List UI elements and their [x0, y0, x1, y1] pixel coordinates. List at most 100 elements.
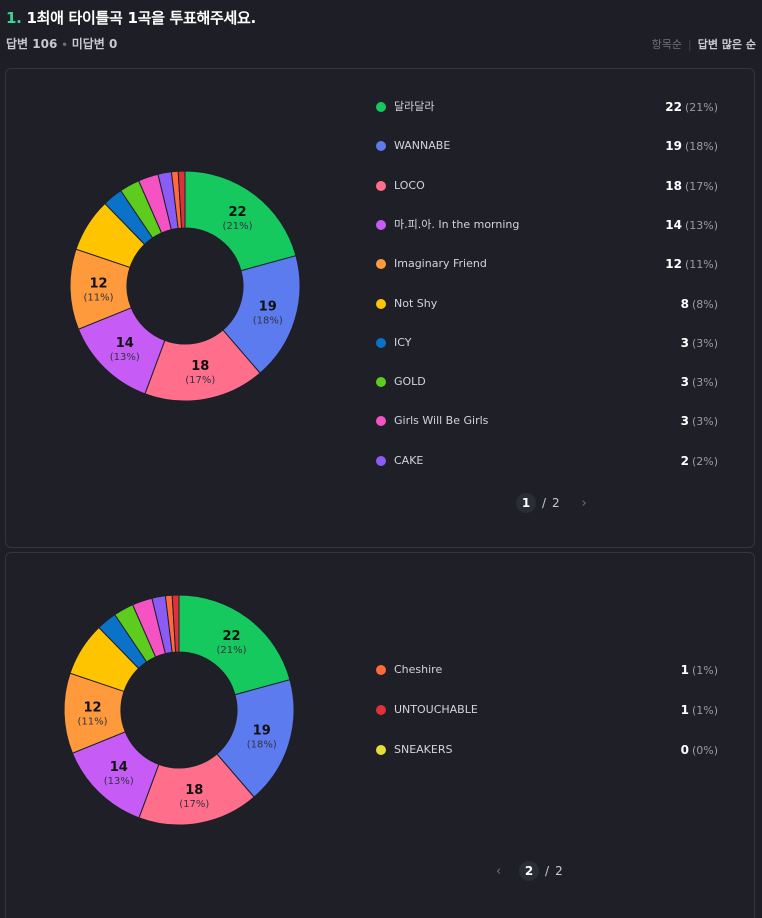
slice-value-label: 18: [191, 359, 209, 374]
chevron-right-icon[interactable]: ›: [581, 496, 587, 511]
slice-percent-label: (18%): [247, 739, 277, 750]
slice-percent-label: (18%): [253, 315, 283, 326]
legend-swatch: [376, 259, 386, 270]
question-number: 1.: [6, 9, 22, 27]
legend-item: ICY 3 (3%): [376, 335, 718, 351]
legend-count: 3: [680, 335, 689, 350]
legend-label: Cheshire: [394, 663, 443, 676]
legend-percent: (21%): [684, 101, 718, 114]
legend-label: LOCO: [394, 178, 425, 192]
pagination: 1 / 2 ›: [516, 493, 587, 513]
legend-percent: (11%): [684, 258, 718, 272]
chevron-left-icon[interactable]: ‹: [496, 864, 502, 879]
slice-value-label: 18: [185, 783, 203, 798]
slice-percent-label: (11%): [78, 717, 108, 728]
legend-swatch: [376, 102, 386, 112]
legend-item: Not Shy 8 (8%): [376, 296, 718, 312]
legend-swatch: [376, 298, 386, 309]
pagination-current[interactable]: 1: [516, 493, 536, 513]
donut-slice-12[interactable]: [171, 594, 180, 653]
legend-item: CAKE 2 (2%): [376, 453, 718, 469]
legend-count: 22: [665, 100, 682, 114]
pagination-slash: /: [545, 864, 550, 878]
slice-percent-label: (21%): [222, 221, 252, 232]
legend-value: 3 (3%): [681, 374, 718, 391]
legend-value: 22 (21%): [665, 99, 718, 116]
pagination: ‹ 2 / 2: [496, 861, 563, 881]
legend-count: 2: [680, 453, 689, 468]
legend-item: 마.피.아. In the morning 14 (13%): [376, 217, 718, 233]
legend-item: UNTOUCHABLE 1 (1%): [376, 702, 718, 718]
legend-percent: (3%): [691, 415, 718, 429]
separator-dot: •: [61, 40, 68, 51]
pagination-total: 2: [555, 864, 563, 878]
legend-swatch: [376, 455, 386, 466]
unanswered-count: 미답변 0: [71, 37, 118, 51]
donut-chart: 22(21%) 19(18%) 18(17%) 14(13%) 12(11%): [69, 170, 301, 402]
legend-swatch: [376, 219, 386, 230]
slice-percent-label: (11%): [84, 293, 114, 304]
legend-count: 0: [680, 743, 689, 757]
answered-count: 답변 106: [6, 37, 58, 51]
legend-item: Cheshire 1 (1%): [376, 662, 718, 678]
legend-label: GOLD: [394, 375, 426, 389]
legend-label: WANNABE: [394, 139, 451, 153]
legend-percent: (18%): [684, 140, 718, 154]
result-card-page-1: 22 (21%) 19 (18%) 18 (17%) 14 (13%) 12 (11%) 달라달라…: [5, 68, 755, 548]
legend-item: Imaginary Friend 12 (11%): [376, 256, 718, 272]
legend-value: 3 (3%): [681, 413, 718, 430]
sort-by-answers-button[interactable]: 답변 많은 순: [697, 38, 756, 51]
legend-swatch: [376, 141, 386, 152]
legend-label: Girls Will Be Girls: [394, 414, 489, 428]
pagination-current[interactable]: 2: [519, 861, 540, 881]
legend-swatch: [376, 745, 386, 755]
pagination-total: 2: [552, 496, 560, 510]
donut-slice-12[interactable]: [177, 170, 186, 229]
sort-separator: |: [688, 38, 692, 51]
slice-value-label: 22: [222, 629, 240, 644]
answer-stats: 답변 106 • 미답변 0: [6, 35, 117, 52]
legend-percent: (3%): [691, 336, 718, 350]
legend-count: 12: [665, 257, 682, 272]
slice-value-label: 19: [253, 723, 271, 738]
slice-percent-label: (21%): [216, 645, 246, 656]
legend-value: 14 (13%): [665, 217, 718, 234]
donut-chart: 22(21%) 19(18%) 18(17%) 14(13%) 12(11%): [63, 594, 295, 826]
donut-slice-1[interactable]: [178, 594, 291, 696]
question-title: 1. 1최애 타이틀곡 1곡을 투표해주세요.: [6, 7, 256, 28]
slice-value-label: 22: [228, 205, 246, 220]
question-text: 1최애 타이틀곡 1곡을 투표해주세요.: [26, 9, 256, 27]
legend-count: 1: [680, 703, 689, 717]
legend-label: UNTOUCHABLE: [394, 703, 478, 716]
legend-item: Girls Will Be Girls 3 (3%): [376, 413, 718, 429]
legend-value: 3 (3%): [681, 335, 718, 352]
legend-swatch: [376, 377, 386, 388]
legend-value: 2 (2%): [681, 453, 718, 470]
legend-count: 18: [665, 178, 682, 193]
legend-label: SNEAKERS: [394, 743, 453, 756]
legend-item: GOLD 3 (3%): [376, 374, 718, 390]
legend-swatch: [376, 337, 386, 348]
slice-value-label: 14: [116, 336, 134, 351]
legend-label: CAKE: [394, 453, 424, 467]
legend-swatch: [376, 705, 386, 715]
slice-percent-label: (13%): [110, 352, 140, 363]
pagination-slash: /: [542, 496, 547, 510]
sort-by-item-button[interactable]: 항목순: [651, 38, 683, 51]
legend-percent: (17%): [684, 179, 718, 193]
legend-item: LOCO 18 (17%): [376, 178, 718, 194]
legend-percent: (3%): [691, 376, 718, 390]
legend-count: 3: [680, 375, 689, 390]
legend-value: 18 (17%): [665, 178, 718, 195]
legend-percent: (8%): [691, 297, 718, 311]
slice-percent-label: (13%): [104, 776, 134, 787]
legend-label: ICY: [394, 335, 412, 349]
donut-slice-1[interactable]: [184, 170, 297, 272]
legend-percent: (13%): [684, 218, 718, 232]
legend-label: 달라달라: [394, 100, 435, 113]
legend-label: Imaginary Friend: [394, 257, 487, 271]
legend-swatch: [376, 665, 386, 675]
slice-value-label: 14: [110, 760, 128, 775]
legend-value: 0 (0%): [681, 742, 718, 759]
slice-value-label: 12: [89, 277, 107, 292]
